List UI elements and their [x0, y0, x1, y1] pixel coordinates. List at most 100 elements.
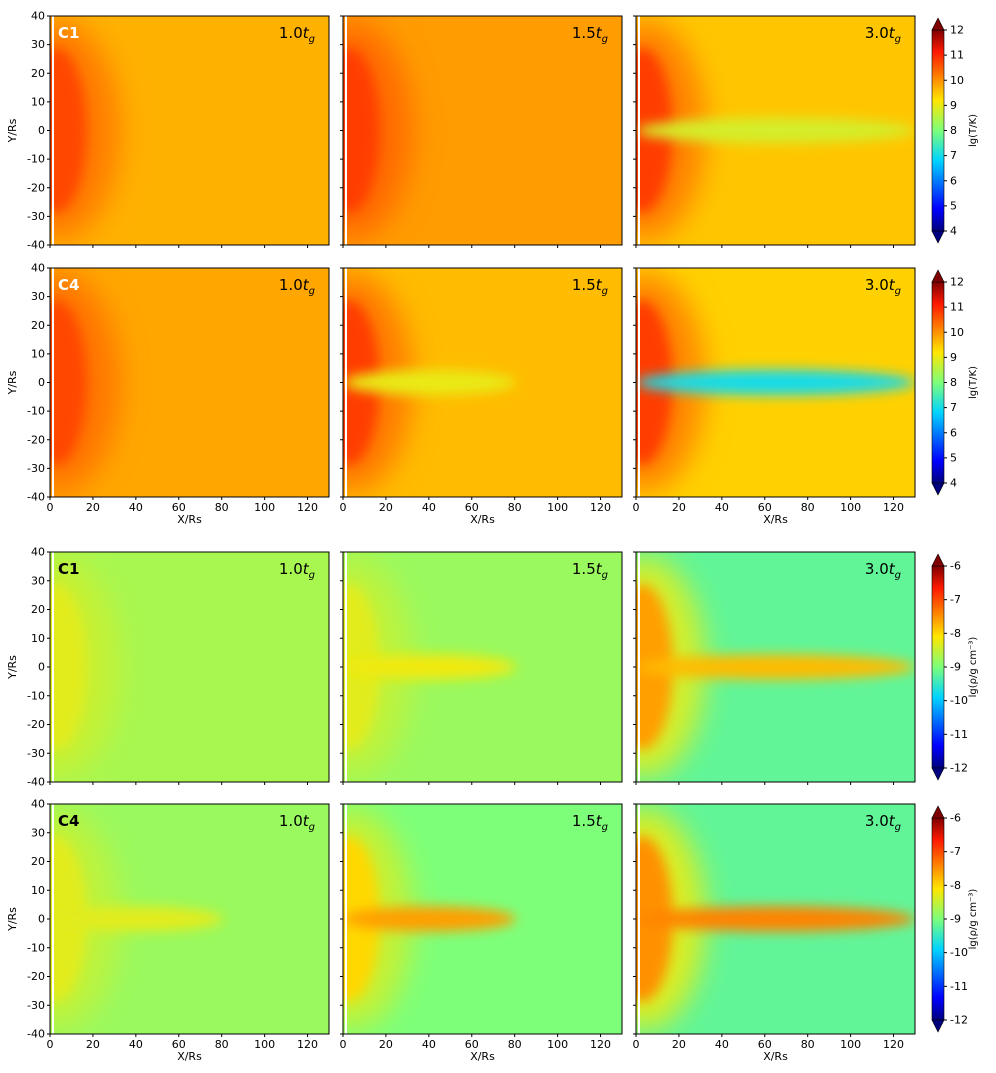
colorbar-tick-label: -8	[950, 627, 961, 640]
y-tick-label: -20	[27, 433, 45, 446]
x-tick-label: 120	[883, 501, 904, 514]
colorbars-layer: 4 5 6 7 8 9 10 11 12 lg(T/K) 4 5 6 7 8 9 10 11 12 lg(T/K) -6…	[931, 17, 979, 1033]
inner-boundary	[638, 804, 640, 1034]
colorbar-label: lg(T/K)	[968, 366, 979, 399]
panel-c4-temperature-t1_5: 1.5tg 0 20 40 60 80 100 120 X/Rs	[340, 267, 623, 526]
panel-c4-density-t3_0: 3.0tg 0 20 40 60 80 100 120 X/Rs	[633, 803, 916, 1063]
x-tick-label: 80	[215, 1038, 229, 1051]
colorbar-tick-label: 10	[950, 326, 964, 339]
colorbar-tick-label: -11	[950, 728, 968, 741]
x-tick-label: 120	[297, 501, 318, 514]
case-label: C1	[58, 24, 79, 42]
x-tick-label: 0	[340, 501, 347, 514]
colorbar-gradient	[931, 281, 945, 484]
y-tick-label: -20	[27, 970, 45, 983]
y-tick-label: -40	[27, 1028, 45, 1041]
colorbar-tick-label: -9	[950, 913, 961, 926]
colorbar-tick-label: 7	[950, 401, 957, 414]
x-tick-label: 80	[508, 501, 522, 514]
x-tick-label: 0	[633, 1038, 640, 1051]
inner-boundary	[638, 16, 640, 245]
colorbar-tick-label: 9	[950, 99, 957, 112]
x-tick-label: 100	[254, 1038, 275, 1051]
panel-c1-temperature-t3_0: 3.0tg	[633, 15, 916, 248]
x-tick-label: 0	[47, 501, 54, 514]
colorbar-tick-label: 11	[950, 49, 964, 62]
inner-boundary	[345, 16, 347, 245]
time-label: 1.5tg	[572, 24, 608, 45]
y-tick-label: 20	[31, 319, 45, 332]
y-tick-label: -10	[27, 405, 45, 418]
time-label: 1.0tg	[279, 812, 315, 833]
x-tick-label: 60	[172, 501, 186, 514]
inner-boundary	[345, 268, 347, 497]
x-tick-label: 20	[86, 501, 100, 514]
field-core	[50, 48, 87, 213]
colorbar-extend-min	[931, 230, 945, 244]
colorbar-tick-label: -8	[950, 879, 961, 892]
panel-c1-density-t3_0: 3.0tg	[633, 551, 916, 785]
colorbar-extend-min	[931, 482, 945, 496]
field-core	[343, 48, 380, 213]
x-tick-label: 40	[715, 501, 729, 514]
x-tick-label: 100	[840, 1038, 861, 1051]
colorbar-gradient	[931, 29, 945, 232]
time-label: 3.0tg	[865, 24, 901, 45]
x-tick-label: 40	[129, 501, 143, 514]
x-tick-label: 0	[633, 501, 640, 514]
colorbar-label: lg(T/K)	[968, 114, 979, 147]
colorbar-temperature-c4: 4 5 6 7 8 9 10 11 12 lg(T/K)	[931, 269, 979, 496]
inner-boundary	[345, 804, 347, 1034]
x-tick-label: 60	[172, 1038, 186, 1051]
colorbar-tick-label: -6	[950, 560, 961, 573]
x-tick-label: 100	[547, 1038, 568, 1051]
x-axis-label: X/Rs	[177, 513, 202, 526]
y-axis-label: Y/Rs	[6, 118, 19, 143]
colorbar-tick-label: 6	[950, 426, 957, 439]
y-tick-label: 10	[31, 632, 45, 645]
y-tick-label: -10	[27, 689, 45, 702]
x-axis-label: X/Rs	[470, 1050, 495, 1063]
y-axis-label: Y/Rs	[6, 907, 19, 932]
y-tick-label: 10	[31, 347, 45, 360]
inner-boundary	[52, 804, 54, 1034]
inner-boundary	[52, 268, 54, 497]
y-tick-label: 10	[31, 95, 45, 108]
y-tick-label: 40	[31, 798, 45, 811]
panel-c1-density-t1_5: 1.5tg	[340, 551, 623, 785]
colorbar-tick-label: -10	[950, 694, 968, 707]
y-tick-label: 30	[31, 290, 45, 303]
time-label: 3.0tg	[865, 812, 901, 833]
x-tick-label: 0	[340, 1038, 347, 1051]
colorbar-tick-label: -9	[950, 661, 961, 674]
x-tick-label: 40	[422, 501, 436, 514]
colorbar-tick-label: 6	[950, 174, 957, 187]
y-tick-label: -40	[27, 776, 45, 789]
colorbar-tick-label: 5	[950, 199, 957, 212]
colorbar-density-c1: -6 -7 -8 -9 -10 -11 -12 lg(ρ/g cm⁻³)	[931, 553, 979, 781]
x-axis-label: X/Rs	[763, 1050, 788, 1063]
x-tick-label: 80	[215, 501, 229, 514]
time-label: 1.5tg	[572, 560, 608, 581]
colorbar-tick-label: -7	[950, 593, 961, 606]
colorbar-tick-label: 8	[950, 376, 957, 389]
colorbar-extend-max	[931, 553, 945, 567]
colorbar-tick-label: 8	[950, 124, 957, 137]
y-tick-label: -40	[27, 491, 45, 504]
time-label: 3.0tg	[865, 276, 901, 297]
x-tick-label: 20	[86, 1038, 100, 1051]
x-tick-label: 120	[590, 1038, 611, 1051]
colorbar-density-c4: -6 -7 -8 -9 -10 -11 -12 lg(ρ/g cm⁻³)	[931, 805, 979, 1033]
x-axis-label: X/Rs	[763, 513, 788, 526]
y-tick-label: 0	[38, 661, 45, 674]
field-jet	[343, 654, 516, 680]
colorbar-tick-label: -7	[950, 845, 961, 858]
colorbar-tick-label: -12	[950, 1014, 968, 1027]
y-tick-label: -20	[27, 181, 45, 194]
inner-boundary	[52, 16, 54, 245]
y-axis-label: Y/Rs	[6, 370, 19, 395]
y-tick-label: -10	[27, 941, 45, 954]
